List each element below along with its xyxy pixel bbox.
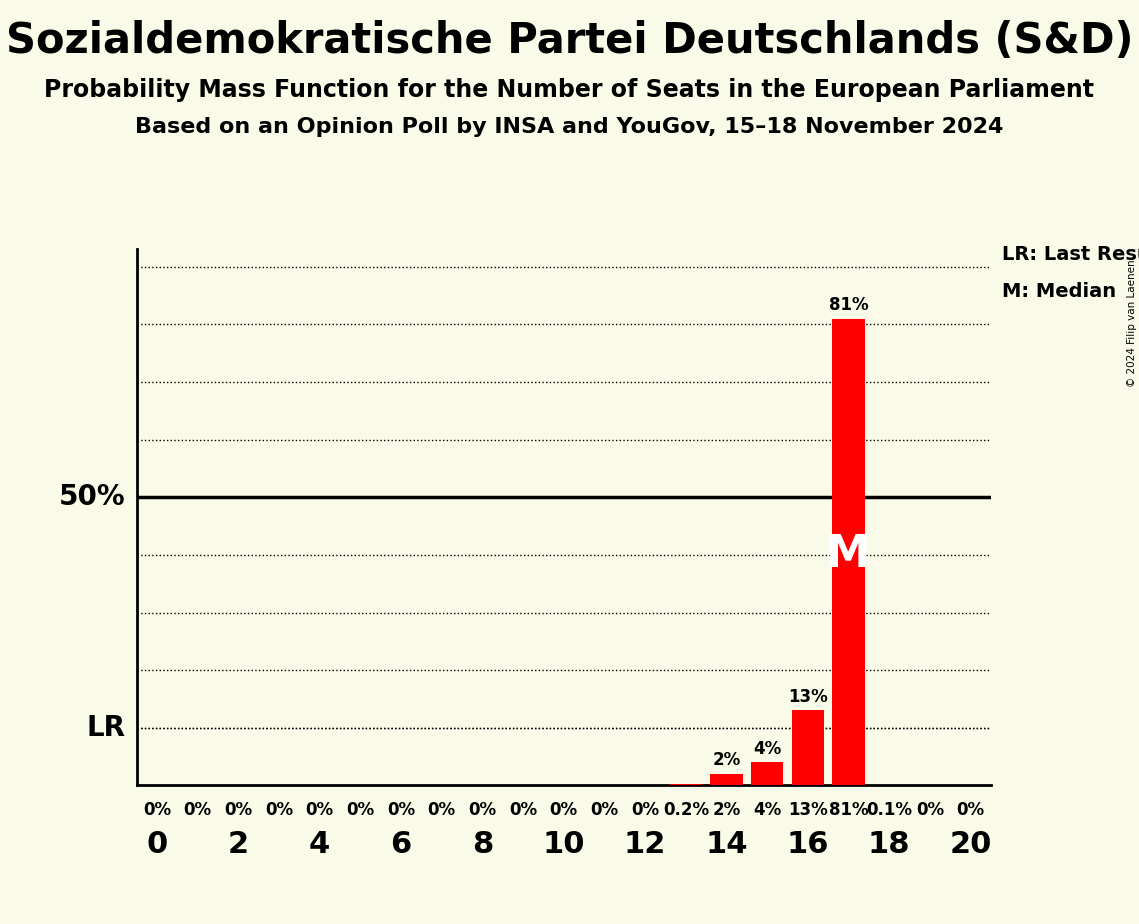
Text: 4%: 4%	[753, 740, 781, 758]
Text: 4%: 4%	[753, 801, 781, 820]
Text: 0%: 0%	[305, 801, 334, 820]
Text: 2%: 2%	[712, 801, 740, 820]
Text: 0%: 0%	[916, 801, 944, 820]
Text: 0%: 0%	[631, 801, 659, 820]
Text: 0%: 0%	[346, 801, 375, 820]
Text: 0%: 0%	[265, 801, 293, 820]
Text: 0%: 0%	[428, 801, 456, 820]
Text: 0%: 0%	[144, 801, 171, 820]
Text: 0%: 0%	[468, 801, 497, 820]
Text: 13%: 13%	[788, 801, 828, 820]
Text: 0%: 0%	[224, 801, 253, 820]
Text: 0%: 0%	[550, 801, 577, 820]
Text: 81%: 81%	[829, 801, 868, 820]
Text: 2%: 2%	[712, 751, 740, 770]
Text: M: Median: M: Median	[1002, 282, 1116, 301]
Text: 13%: 13%	[788, 687, 828, 706]
Text: Based on an Opinion Poll by INSA and YouGov, 15–18 November 2024: Based on an Opinion Poll by INSA and You…	[136, 117, 1003, 138]
Text: 50%: 50%	[59, 483, 125, 511]
Bar	[670, 784, 702, 785]
Text: 0%: 0%	[957, 801, 984, 820]
Bar	[711, 774, 743, 785]
Text: LR: LR	[87, 713, 125, 742]
Text: 0%: 0%	[509, 801, 538, 820]
Text: 81%: 81%	[829, 296, 868, 314]
Text: 0%: 0%	[183, 801, 212, 820]
Text: 0.1%: 0.1%	[867, 801, 912, 820]
Text: Sozialdemokratische Partei Deutschlands (S&D): Sozialdemokratische Partei Deutschlands …	[6, 20, 1133, 62]
Bar	[751, 762, 784, 785]
Text: 0%: 0%	[387, 801, 415, 820]
Text: 0.2%: 0.2%	[663, 801, 708, 820]
Bar	[833, 319, 865, 785]
Text: LR: Last Result: LR: Last Result	[1002, 245, 1139, 264]
Bar	[792, 711, 825, 785]
Text: Probability Mass Function for the Number of Seats in the European Parliament: Probability Mass Function for the Number…	[44, 78, 1095, 102]
Text: M: M	[827, 533, 870, 577]
Text: © 2024 Filip van Laenen: © 2024 Filip van Laenen	[1126, 260, 1137, 387]
Text: 0%: 0%	[590, 801, 618, 820]
